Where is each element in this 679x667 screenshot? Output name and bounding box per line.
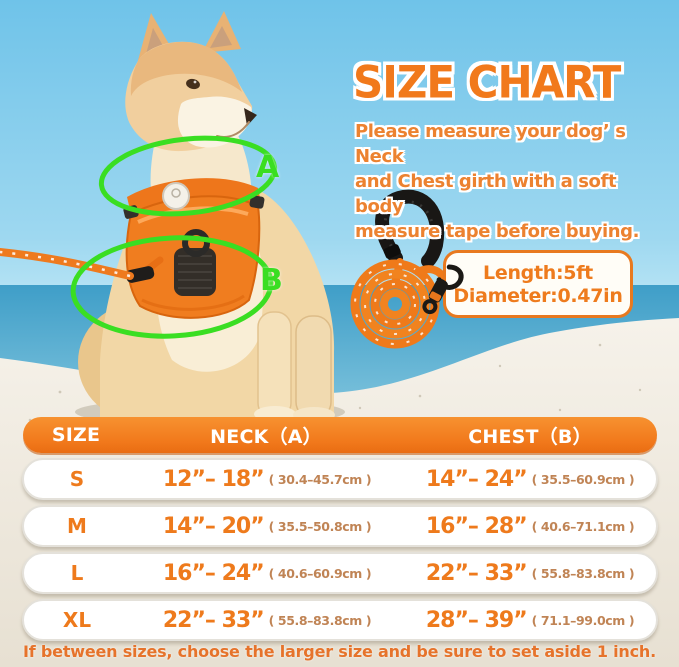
chest-inches: 22”– 33” [425, 560, 528, 586]
table-row-xl: XL 22”– 33” ( 55.8–83.8cm ) 28”– 39” ( 7… [22, 599, 658, 641]
leash-rope [0, 248, 164, 283]
page-title: SIZE CHART [353, 56, 621, 108]
table-row-m: M 14”– 20” ( 35.5–50.8cm ) 16”– 28” ( 40… [22, 505, 658, 547]
instruction-line-1: Please measure your dog’ s Neck [355, 121, 626, 167]
chest-inches: 28”– 39” [425, 607, 528, 633]
neck-inches: 16”– 24” [162, 560, 265, 586]
size-table: SIZE NECK（A） CHEST（B） S 12”– 18” ( 30.4–… [22, 417, 658, 641]
chest-cm: ( 40.6–71.1cm ) [531, 518, 635, 534]
neck-cm: ( 40.6–60.9cm ) [268, 565, 372, 581]
neck-inches: 12”– 18” [162, 466, 265, 492]
neck-cm: ( 35.5–50.8cm ) [268, 518, 372, 534]
table-row-s: S 12”– 18” ( 30.4–45.7cm ) 14”– 24” ( 35… [22, 458, 658, 500]
measure-instructions: Please measure your dog’ s Neck and Ches… [355, 119, 655, 244]
row-size: XL [62, 608, 92, 632]
row-neck: 14”– 20” ( 35.5–50.8cm ) [130, 514, 404, 539]
neck-marker-label: A [256, 150, 280, 185]
chest-girth-ellipse [70, 235, 274, 339]
row-size: S [69, 467, 85, 491]
neck-girth-ellipse [98, 135, 278, 217]
row-neck: 16”– 24” ( 40.6–60.9cm ) [130, 561, 404, 586]
neck-cm: ( 55.8–83.8cm ) [268, 612, 372, 628]
row-neck: 12”– 18” ( 30.4–45.7cm ) [130, 467, 404, 492]
harness-d-ring [182, 229, 210, 257]
row-size: M [67, 514, 87, 538]
instruction-line-2: and Chest girth with a soft body [355, 171, 617, 217]
chest-cm: ( 71.1–99.0cm ) [531, 612, 635, 628]
chest-cm: ( 35.5–60.9cm ) [531, 471, 635, 487]
leash-info-box: Length:5ft Diameter:0.47in [443, 250, 633, 318]
row-chest: 16”– 28” ( 40.6–71.1cm ) [404, 514, 656, 539]
header-size: SIZE [51, 424, 101, 446]
chest-cm: ( 55.8–83.8cm ) [531, 565, 635, 581]
instruction-line-3: measure tape before buying. [355, 221, 640, 242]
chest-marker-label: B [260, 263, 283, 298]
row-neck: 22”– 33” ( 55.8–83.8cm ) [130, 608, 404, 633]
row-size: L [70, 561, 84, 585]
sizing-note: If between sizes, choose the larger size… [23, 642, 656, 661]
dog-tag [162, 182, 190, 210]
row-chest: 28”– 39” ( 71.1–99.0cm ) [404, 608, 656, 633]
header-neck: NECK（A） [210, 425, 322, 448]
leash-length: Length:5ft [483, 261, 593, 284]
leash-diameter: Diameter:0.47in [453, 284, 623, 307]
row-chest: 22”– 33” ( 55.8–83.8cm ) [404, 561, 656, 586]
size-table-header: SIZE NECK（A） CHEST（B） [23, 417, 657, 453]
table-row-l: L 16”– 24” ( 40.6–60.9cm ) 22”– 33” ( 55… [22, 552, 658, 594]
neck-inches: 22”– 33” [162, 607, 265, 633]
neck-cm: ( 30.4–45.7cm ) [268, 471, 372, 487]
neck-inches: 14”– 20” [162, 513, 265, 539]
chest-inches: 14”– 24” [425, 466, 528, 492]
dog-photo [0, 11, 335, 423]
header-chest: CHEST（B） [468, 425, 592, 448]
row-chest: 14”– 24” ( 35.5–60.9cm ) [404, 467, 656, 492]
chest-inches: 16”– 28” [425, 513, 528, 539]
